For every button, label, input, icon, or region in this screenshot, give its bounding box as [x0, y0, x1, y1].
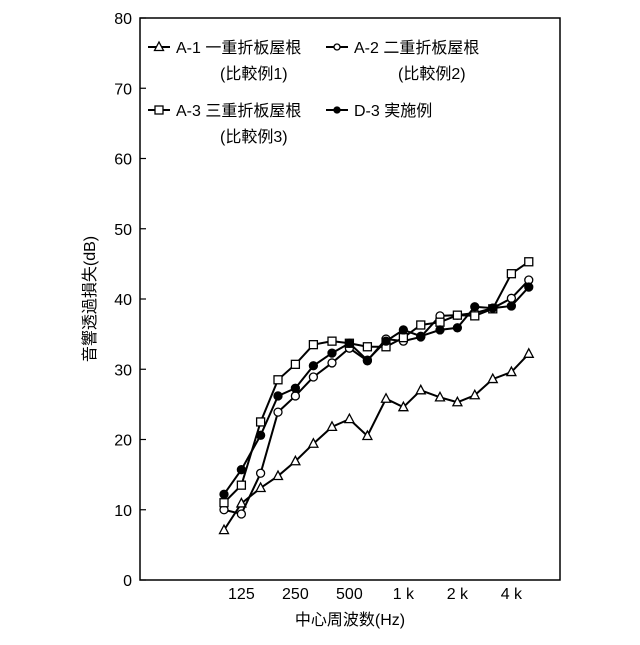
data-point: [289, 454, 301, 466]
data-point: [344, 338, 355, 348]
data-point: [470, 311, 480, 321]
y-tick-label: 50: [114, 222, 132, 239]
data-point: [273, 407, 283, 417]
y-tick-label: 20: [114, 433, 132, 450]
legend-label: D-3 実施例: [354, 102, 432, 120]
series-1: [218, 347, 535, 535]
series-4: [219, 282, 534, 499]
legend-label: A-3 三重折板屋根: [176, 102, 301, 120]
data-point: [524, 282, 534, 292]
y-tick-label: 30: [114, 362, 132, 379]
data-point: [255, 481, 267, 493]
data-point: [361, 429, 373, 441]
data-point: [469, 388, 481, 400]
y-tick-label: 0: [123, 573, 132, 590]
data-point: [397, 400, 409, 412]
data-point: [236, 509, 247, 519]
data-point: [272, 469, 284, 481]
x-tick-label: 500: [336, 586, 363, 603]
data-point: [470, 302, 480, 312]
data-point: [255, 430, 266, 440]
data-point: [416, 320, 426, 330]
data-point: [290, 383, 301, 393]
legend-note: (比較例1): [220, 65, 288, 83]
x-tick-label: 4 k: [501, 586, 523, 603]
y-axis-title: 音響透過損失(dB): [81, 236, 99, 362]
data-point: [273, 391, 283, 401]
legend-note: (比較例3): [220, 128, 288, 146]
y-tick-label: 10: [114, 503, 132, 520]
x-tick-label: 125: [228, 586, 255, 603]
legend-item-2: A-2 二重折板屋根 (比較例2): [326, 39, 479, 83]
y-tick-label: 60: [114, 152, 132, 169]
legend-item-4: D-3 実施例: [326, 102, 432, 120]
data-point: [524, 257, 534, 267]
data-point: [487, 372, 499, 384]
data-point: [327, 348, 337, 358]
legend-marker: [153, 40, 165, 52]
data-point: [451, 395, 463, 407]
legend-label: A-1 一重折板屋根: [176, 39, 301, 57]
data-point: [506, 269, 517, 279]
data-point: [362, 342, 373, 352]
data-point: [452, 310, 463, 320]
data-point: [308, 340, 319, 350]
data-point: [255, 417, 266, 427]
legend-item-1: A-1 一重折板屋根 (比較例1): [148, 39, 301, 83]
data-point: [435, 325, 445, 335]
data-point: [381, 336, 391, 346]
data-point: [235, 497, 247, 508]
y-tick-label: 40: [114, 292, 132, 309]
data-point: [308, 361, 319, 371]
data-point: [273, 375, 283, 385]
y-tick-label: 80: [114, 11, 132, 28]
data-point: [434, 390, 446, 402]
data-point: [415, 383, 427, 395]
legend-marker: [333, 43, 341, 51]
data-point: [290, 391, 301, 401]
data-point: [523, 347, 535, 358]
series-3: [219, 257, 534, 508]
data-point: [398, 332, 409, 343]
data-point: [326, 420, 338, 432]
x-tick-label: 1 k: [393, 586, 415, 603]
legend-marker: [333, 106, 341, 114]
x-tick-label: 250: [282, 586, 309, 603]
data-point: [416, 331, 426, 341]
data-point: [308, 372, 319, 382]
legend-note: (比較例2): [398, 65, 466, 83]
series-line: [223, 260, 530, 504]
data-point: [290, 359, 301, 369]
data-point: [219, 498, 229, 508]
data-point: [452, 323, 463, 333]
data-point: [236, 480, 247, 490]
legend-item-3: A-3 三重折板屋根 (比較例3): [148, 102, 301, 146]
data-point: [505, 365, 517, 377]
legend-marker: [154, 105, 164, 115]
series-line: [223, 279, 530, 516]
x-tick-label: 2 k: [447, 586, 469, 603]
data-point: [343, 412, 355, 424]
data-point: [236, 465, 247, 475]
data-point: [219, 489, 229, 499]
data-point: [327, 336, 337, 346]
legend-label: A-2 二重折板屋根: [354, 39, 479, 57]
data-point: [218, 523, 230, 535]
series-line: [223, 286, 530, 495]
data-point: [380, 392, 392, 403]
data-point: [307, 437, 319, 448]
data-point: [362, 355, 373, 365]
data-point: [255, 468, 266, 478]
x-axis-title: 中心周波数(Hz): [295, 611, 405, 629]
data-point: [435, 317, 445, 327]
data-point: [506, 301, 517, 311]
y-tick-label: 70: [114, 81, 132, 98]
data-point: [488, 303, 498, 313]
data-point: [506, 293, 517, 303]
data-point: [398, 325, 409, 335]
data-point: [327, 358, 337, 368]
